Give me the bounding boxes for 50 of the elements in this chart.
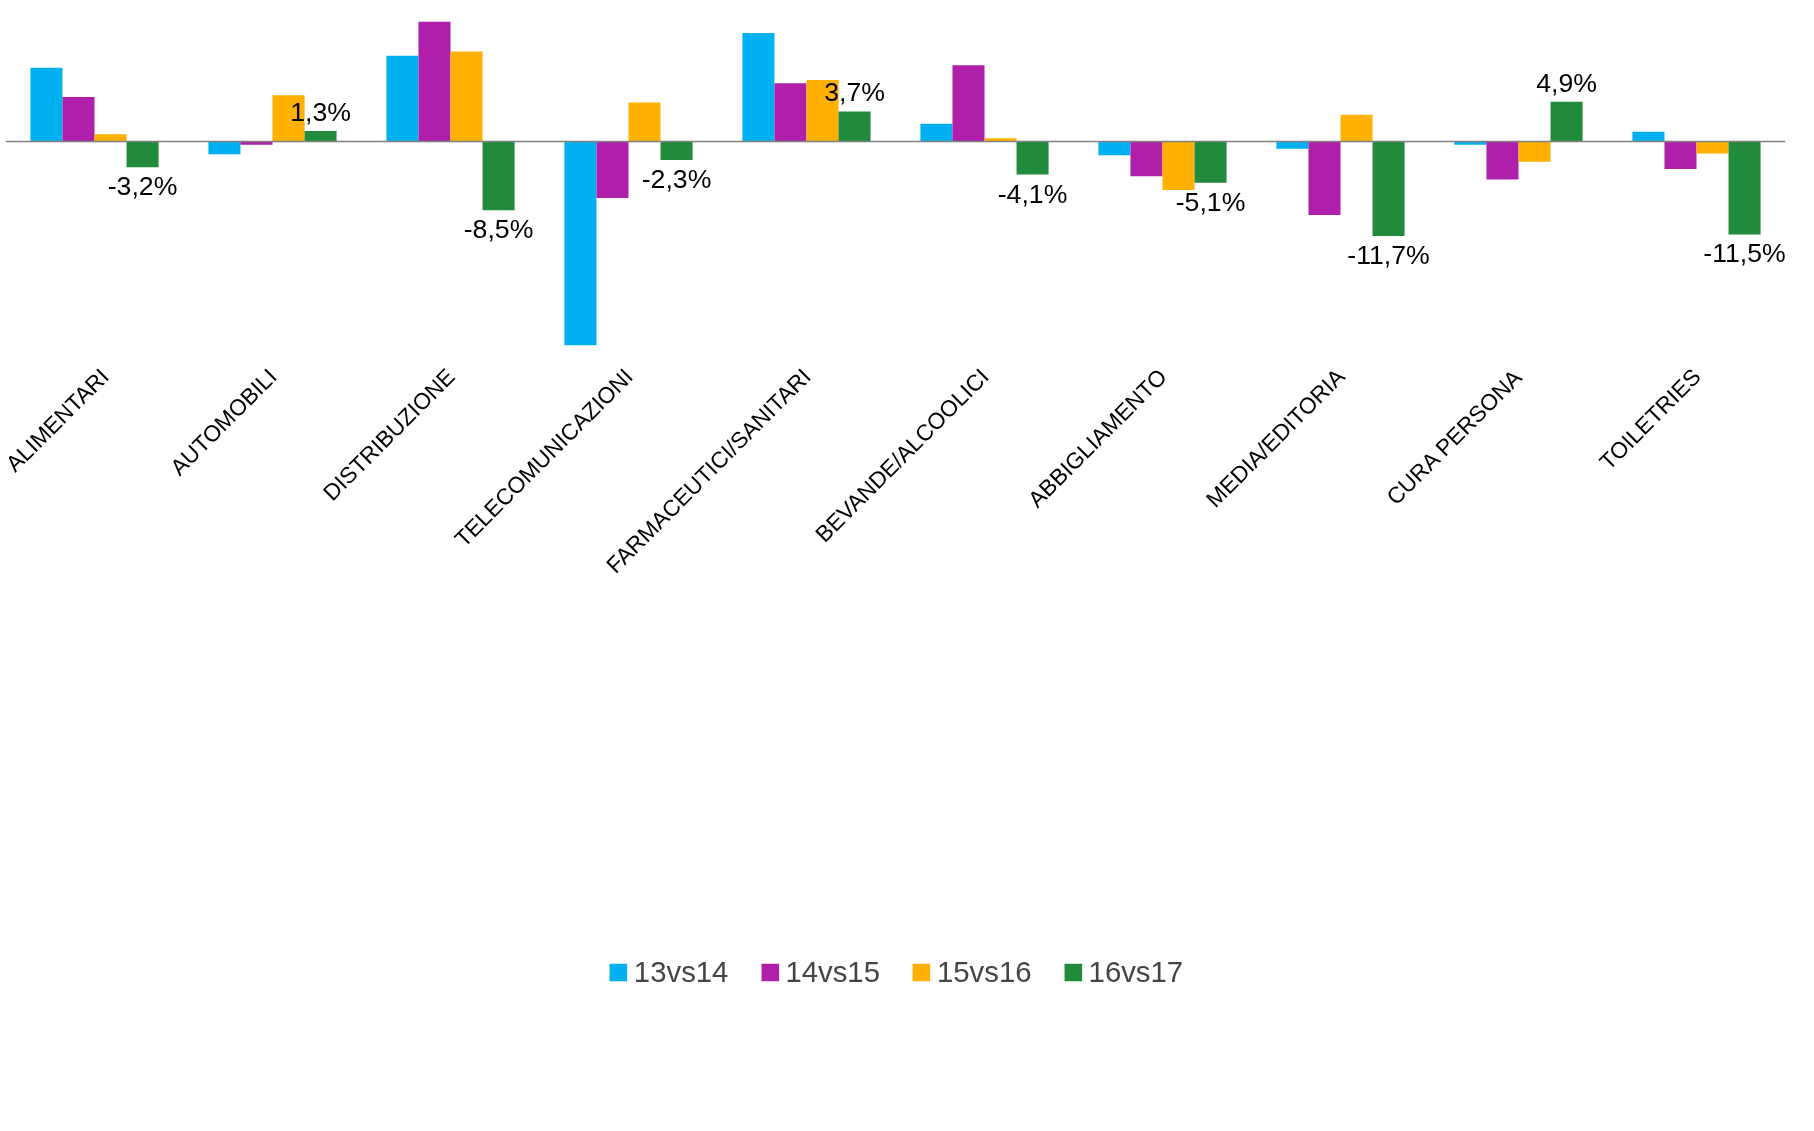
data-label: -11,7% bbox=[1347, 240, 1430, 271]
bar bbox=[1098, 141, 1131, 156]
data-label: -11,5% bbox=[1703, 238, 1786, 269]
bar bbox=[920, 123, 953, 142]
bar bbox=[240, 141, 273, 145]
bar bbox=[1340, 114, 1373, 142]
bar bbox=[304, 130, 337, 142]
data-label: -8,5% bbox=[463, 214, 534, 245]
bar bbox=[660, 141, 693, 161]
legend-label: 14vs15 bbox=[785, 954, 880, 989]
bar bbox=[1194, 141, 1227, 183]
data-label: -2,3% bbox=[641, 164, 712, 195]
bar bbox=[1372, 141, 1405, 237]
bar bbox=[126, 141, 159, 168]
bar bbox=[984, 138, 1017, 142]
bar bbox=[418, 21, 451, 142]
bar bbox=[1486, 141, 1519, 180]
bar bbox=[1664, 141, 1697, 169]
data-label: -4,1% bbox=[997, 178, 1068, 209]
bar bbox=[1728, 141, 1761, 235]
legend-label: 16vs17 bbox=[1088, 954, 1184, 989]
bar bbox=[482, 141, 515, 211]
bar bbox=[94, 134, 127, 142]
bar bbox=[564, 141, 597, 346]
bar bbox=[1518, 141, 1551, 162]
bar bbox=[742, 33, 775, 142]
bar bbox=[1130, 141, 1163, 177]
data-label: -3,2% bbox=[107, 171, 178, 202]
data-label: -5,1% bbox=[1175, 186, 1246, 217]
bar bbox=[596, 141, 629, 199]
data-label: 4,9% bbox=[1536, 67, 1597, 98]
bar bbox=[1550, 101, 1583, 142]
bar bbox=[628, 102, 661, 142]
bar bbox=[1454, 141, 1487, 145]
bar bbox=[30, 67, 63, 142]
bar bbox=[450, 51, 483, 142]
bar bbox=[1276, 141, 1309, 149]
bar bbox=[386, 55, 419, 142]
bar bbox=[774, 83, 807, 142]
bar bbox=[1016, 141, 1049, 175]
bar bbox=[208, 141, 241, 155]
bar bbox=[952, 65, 985, 142]
legend-label: 13vs14 bbox=[633, 954, 729, 989]
bar bbox=[1632, 131, 1665, 142]
legend-label: 15vs16 bbox=[937, 954, 1032, 989]
bar bbox=[1696, 141, 1729, 154]
bar bbox=[62, 96, 95, 142]
bar bbox=[1162, 141, 1195, 190]
bar bbox=[1308, 141, 1341, 216]
bar bbox=[838, 111, 871, 142]
